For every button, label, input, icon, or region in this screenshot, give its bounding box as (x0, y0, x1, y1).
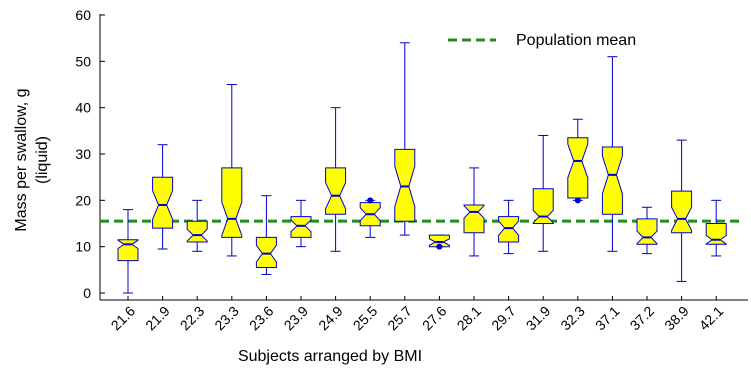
x-tick-label: 25.5 (350, 303, 381, 334)
box-24.9 (325, 107, 347, 252)
x-tick-label: 37.2 (627, 303, 658, 334)
box-body (498, 216, 520, 243)
box-37.2 (636, 206, 658, 255)
box-body (394, 148, 416, 222)
y-tick-label: 50 (75, 53, 91, 69)
x-tick-label: 24.9 (315, 303, 346, 334)
box-body (705, 223, 727, 245)
y-tick-label: 0 (83, 285, 91, 301)
box-body (221, 167, 243, 238)
y-ticks: 0 10 20 30 40 50 60 (75, 7, 105, 301)
x-tick-label: 28.1 (454, 303, 485, 334)
x-tick-label: 21.6 (108, 303, 139, 334)
x-tick-label: 23.6 (246, 303, 277, 334)
box-body (255, 236, 277, 268)
x-ticks: 21.6 21.9 22.3 23.3 23.6 23.9 24.9 25.5 25.7 27.6… (108, 296, 727, 334)
x-tick-label: 38.9 (661, 303, 692, 334)
box-28.1 (463, 167, 485, 257)
x-tick-label: 25.7 (384, 303, 415, 334)
box-32.3 (567, 118, 589, 204)
box-body (325, 167, 347, 215)
x-tick-label: 37.1 (592, 303, 623, 334)
x-tick-label: 42.1 (696, 303, 727, 334)
box-body (290, 216, 312, 238)
axes (99, 14, 748, 301)
x-tick-label: 29.7 (488, 303, 519, 334)
legend-label: Population mean (516, 32, 636, 49)
boxes (117, 42, 727, 294)
y-tick-label: 40 (75, 100, 91, 116)
box-23.6 (255, 195, 277, 275)
box-21.6 (117, 209, 139, 294)
x-tick-label: 31.9 (523, 303, 554, 334)
box-38.9 (671, 139, 693, 282)
box-29.7 (498, 199, 520, 255)
box-23.9 (290, 199, 312, 248)
box-body (601, 146, 623, 215)
outlier-point (574, 197, 581, 204)
box-23.3 (221, 84, 243, 257)
box-27.6 (428, 234, 450, 250)
box-body (636, 218, 658, 245)
x-tick-label: 23.3 (211, 303, 242, 334)
box-22.3 (186, 199, 208, 252)
x-axis-title: Subjects arranged by BMI (238, 348, 422, 365)
outlier-point (367, 197, 374, 204)
x-tick-label: 27.6 (419, 303, 450, 334)
box-body (186, 220, 208, 243)
x-tick-label: 21.9 (142, 303, 173, 334)
outlier-point (436, 243, 443, 250)
box-42.1 (705, 199, 727, 257)
box-body (117, 239, 139, 262)
box-37.1 (601, 56, 623, 252)
y-tick-label: 60 (75, 7, 91, 23)
x-tick-label: 22.3 (177, 303, 208, 334)
box-body (428, 234, 450, 248)
box-body (567, 137, 589, 199)
y-tick-label: 30 (75, 146, 91, 162)
legend: Population mean (448, 32, 636, 49)
box-25.7 (394, 42, 416, 236)
box-25.5 (359, 197, 381, 238)
box-body (463, 204, 485, 234)
y-axis-title-line2: (liquid) (34, 136, 51, 184)
box-31.9 (532, 134, 554, 252)
box-body (532, 188, 554, 224)
y-tick-label: 20 (75, 192, 91, 208)
box-body (671, 190, 693, 234)
x-tick-label: 32.3 (557, 303, 588, 334)
x-tick-label: 23.9 (281, 303, 312, 334)
box-21.9 (152, 144, 174, 250)
y-tick-label: 10 (75, 239, 91, 255)
y-axis-title-line1: Mass per swallow, g (13, 88, 30, 231)
box-body (152, 176, 174, 229)
